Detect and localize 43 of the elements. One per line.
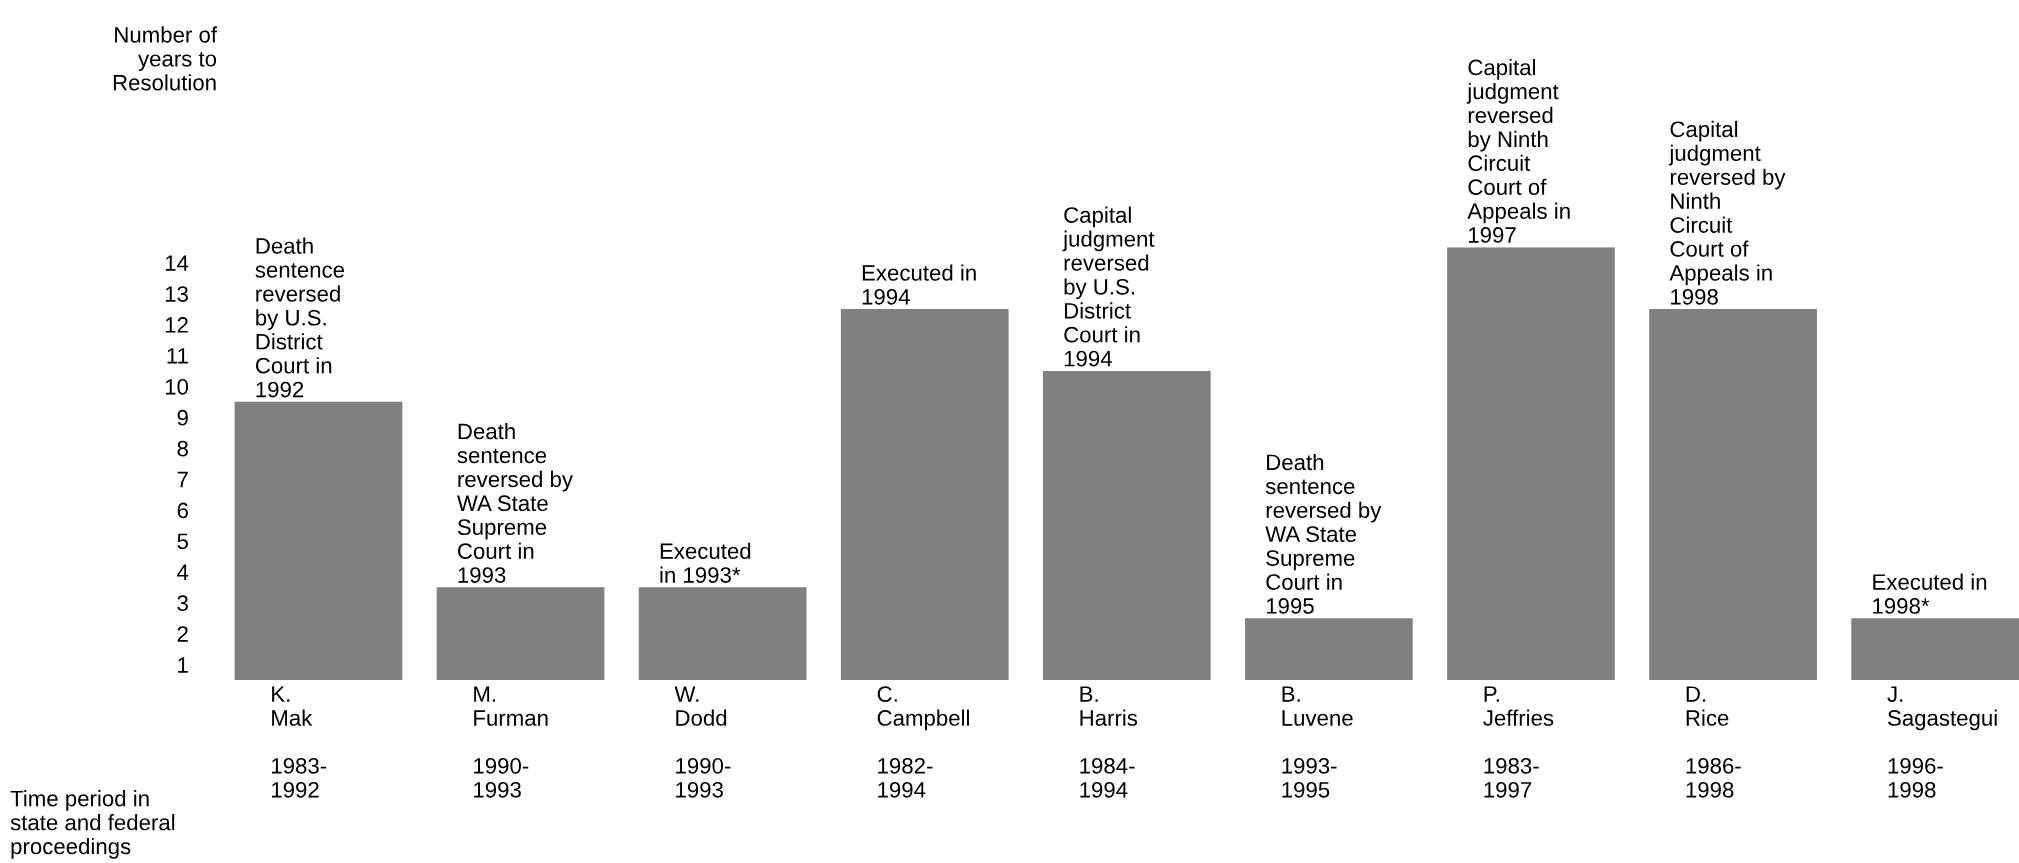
bar [1245, 618, 1413, 681]
category-label: B. Luvene 1993- 1995 [1282, 686, 1353, 798]
category-label: B. Harris 1984- 1994 [1080, 686, 1138, 798]
y-tick-label: 3 [177, 595, 188, 612]
y-tick-label: 7 [177, 471, 188, 488]
bar [840, 309, 1009, 681]
bar [638, 587, 807, 681]
annotation: Death sentence reversed by WA State Supreme Court in 1995 [1265, 453, 1382, 614]
bar [1851, 618, 2019, 681]
annotation: Death sentence reversed by WA State Supreme Court in 1993 [457, 422, 573, 583]
annotation: Executed in 1998* [1873, 573, 1987, 614]
y-tick-label: 9 [177, 409, 188, 426]
bar [234, 401, 403, 681]
category-label: P. Jeffries 1983- 1997 [1483, 686, 1554, 798]
y-tick-label: 1 [178, 657, 188, 673]
category-label: M. Furman 1990- 1993 [474, 686, 548, 798]
annotation: Executed in 1993* [660, 542, 751, 583]
y-tick-label: 12 [165, 317, 188, 333]
category-label: J. Sagastegui 1996- 1998 [1887, 686, 1997, 798]
y-tick-label: 5 [177, 533, 188, 550]
annotation: Capital judgment reversed by Ninth Circuit Court of Appeals in 1997 [1466, 58, 1570, 243]
y-tick-label: 10 [165, 378, 189, 395]
y-tick-label: 11 [167, 348, 188, 364]
annotation: Capital judgment reversed by Ninth Circuit Court of Appeals in 1998 [1668, 120, 1786, 305]
bar [1649, 309, 1817, 681]
y-tick-label: 13 [165, 286, 188, 302]
text: Time period in state and federal proceedings [10, 790, 175, 859]
y-tick-label: 2 [177, 626, 188, 642]
annotation: Death sentence reversed by U.S. District Court in 1992 [255, 237, 345, 398]
y-tick-label: 8 [177, 440, 188, 457]
text: Number of years to Resolution [113, 26, 218, 91]
category-label: D. Rice 1986- 1998 [1686, 686, 1741, 798]
category-label: W. Dodd 1990- 1993 [674, 686, 731, 798]
annotation: Executed in 1994 [862, 264, 976, 305]
y-tick-label: 4 [177, 564, 189, 580]
y-tick-label: 14 [165, 255, 189, 271]
category-label: K. Mak 1983- 1992 [272, 686, 327, 798]
annotation: Capital judgment reversed by U.S. District Court in 1994 [1062, 206, 1155, 367]
category-label: C. Campbell 1982- 1994 [877, 686, 969, 798]
bar [1042, 370, 1211, 681]
y-tick-label: 6 [177, 502, 188, 519]
bar [1447, 247, 1615, 681]
bar [436, 587, 605, 681]
